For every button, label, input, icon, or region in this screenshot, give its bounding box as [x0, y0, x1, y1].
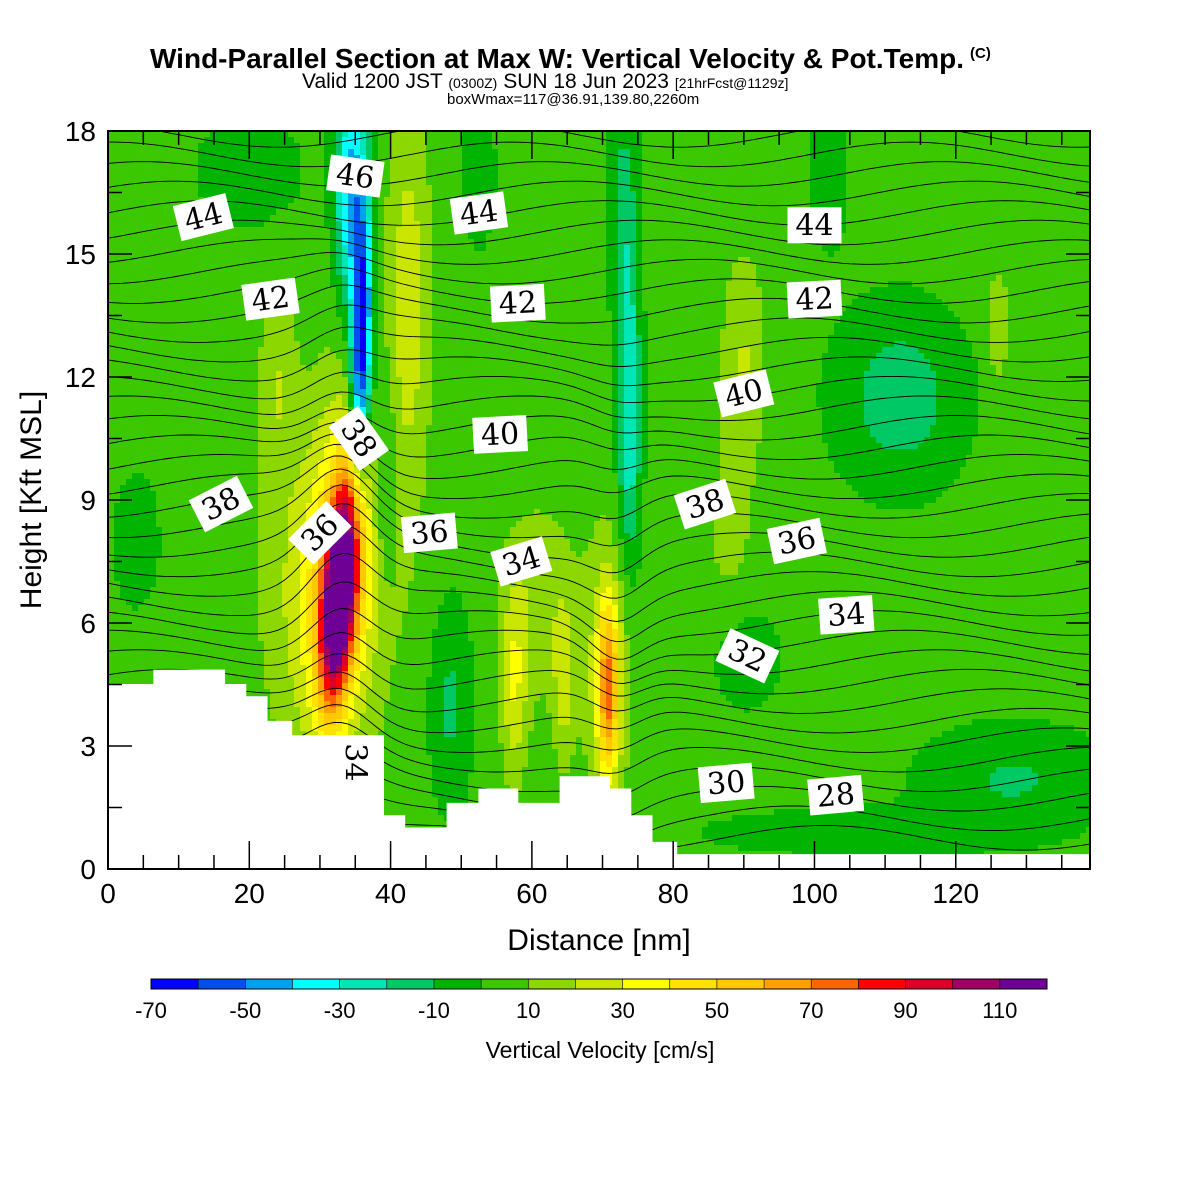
colorbar-swatch — [811, 979, 859, 989]
colorbar-tick-label: -30 — [324, 998, 356, 1023]
y-tick-label: 9 — [80, 485, 96, 516]
contour-label-text: 34 — [337, 743, 372, 781]
colorbar-tick-label: 50 — [705, 998, 729, 1023]
x-tick-label: 80 — [658, 878, 689, 909]
chart-box-info: boxWmax=117@36.91,139.80,2260m — [447, 92, 699, 107]
colorbar-swatch — [151, 979, 199, 989]
colorbar-swatch — [669, 979, 718, 989]
x-tick-label: 60 — [516, 878, 547, 909]
colorbar-swatch — [433, 979, 482, 989]
x-tick-label: 120 — [932, 878, 979, 909]
colorbar-swatch — [292, 979, 340, 989]
chart-subtitle: Valid 1200 JST (0300Z) SUN 18 Jun 2023 [… — [302, 71, 788, 92]
colorbar: -70 -50 -30 -10 10 30 50 70 90 110 — [135, 978, 1048, 1023]
colorbar-tick-label: 90 — [893, 998, 917, 1023]
contour-label-text: 46 — [334, 157, 377, 197]
x-tick-label: 0 — [100, 878, 116, 909]
copyright-mark: (C) — [970, 45, 991, 62]
y-axis-title: Height [Kft MSL] — [15, 391, 48, 609]
colorbar-swatch — [198, 979, 246, 989]
contour-label-text: 28 — [815, 777, 856, 815]
colorbar-title: Vertical Velocity [cm/s] — [486, 1037, 715, 1063]
contour-label: 42 — [489, 283, 546, 323]
potential-temperature-contours — [108, 131, 1090, 861]
colorbar-swatch — [764, 979, 812, 989]
contour-label-text: 42 — [498, 285, 538, 322]
contour-label-text: 30 — [706, 764, 747, 802]
colorbar-swatch — [905, 979, 953, 989]
colorbar-frame — [150, 978, 1048, 990]
x-tick-label: 100 — [791, 878, 838, 909]
contour-label-text: 42 — [249, 280, 292, 320]
colorbar-swatch — [858, 979, 906, 989]
contour-label-text: 44 — [795, 208, 833, 243]
colorbar-swatch — [481, 979, 529, 989]
contour-label: 34 — [337, 735, 374, 790]
y-tick-label: 15 — [65, 239, 96, 270]
contour-label: 36 — [766, 517, 827, 565]
contour-label-text: 36 — [775, 520, 820, 562]
colorbar-tick-label: 70 — [799, 998, 823, 1023]
y-tick-label: 18 — [65, 116, 96, 147]
colorbar-tick-label: -50 — [229, 998, 261, 1023]
colorbar-tick-label: 10 — [516, 998, 540, 1023]
colorbar-swatch — [999, 979, 1048, 989]
x-tick-label: 40 — [375, 878, 406, 909]
colorbar-swatch — [386, 979, 435, 989]
x-tick-label: 20 — [234, 878, 265, 909]
contour-label: 30 — [697, 762, 755, 804]
colorbar-swatch — [622, 979, 671, 989]
colorbar-swatch — [575, 979, 623, 989]
contour-label-text: 42 — [795, 281, 835, 318]
colorbar-tick-label: -70 — [135, 998, 167, 1023]
y-tick-label: 12 — [65, 362, 96, 393]
colorbar-swatch — [952, 979, 1001, 989]
colorbar-swatch — [245, 979, 293, 989]
contour-label: 36 — [400, 512, 458, 554]
contour-label: 34 — [818, 594, 875, 635]
x-axis-title: Distance [nm] — [507, 924, 690, 957]
terrain-mask — [107, 669, 1091, 870]
colorbar-swatch — [339, 979, 388, 989]
contour-label: 40 — [713, 369, 775, 418]
contour-label-text: 44 — [458, 194, 501, 234]
contour-label-text: 36 — [409, 514, 450, 552]
contour-label: 44 — [449, 191, 509, 235]
contour-label-text: 40 — [480, 416, 520, 453]
colorbar-tick-label: 30 — [610, 998, 634, 1023]
vertical-velocity-field — [108, 131, 1090, 869]
contour-label: 40 — [472, 415, 529, 454]
contour-label: 44 — [787, 207, 842, 244]
contour-label-text: 34 — [826, 597, 867, 635]
contour-label: 42 — [241, 277, 300, 321]
chart-title: Wind-Parallel Section at Max W: Vertical… — [150, 43, 991, 75]
contour-label: 42 — [786, 279, 843, 319]
y-tick-label: 6 — [80, 608, 96, 639]
contour-label: 46 — [326, 154, 385, 198]
contour-label: 32 — [715, 628, 780, 684]
y-tick-label: 0 — [80, 854, 96, 885]
colorbar-tick-label: -10 — [418, 998, 450, 1023]
y-tick-label: 3 — [80, 731, 96, 762]
colorbar-swatch — [528, 979, 576, 989]
colorbar-tick-label: 110 — [982, 998, 1017, 1023]
colorbar-swatch — [716, 979, 765, 989]
contour-label: 28 — [807, 774, 865, 816]
